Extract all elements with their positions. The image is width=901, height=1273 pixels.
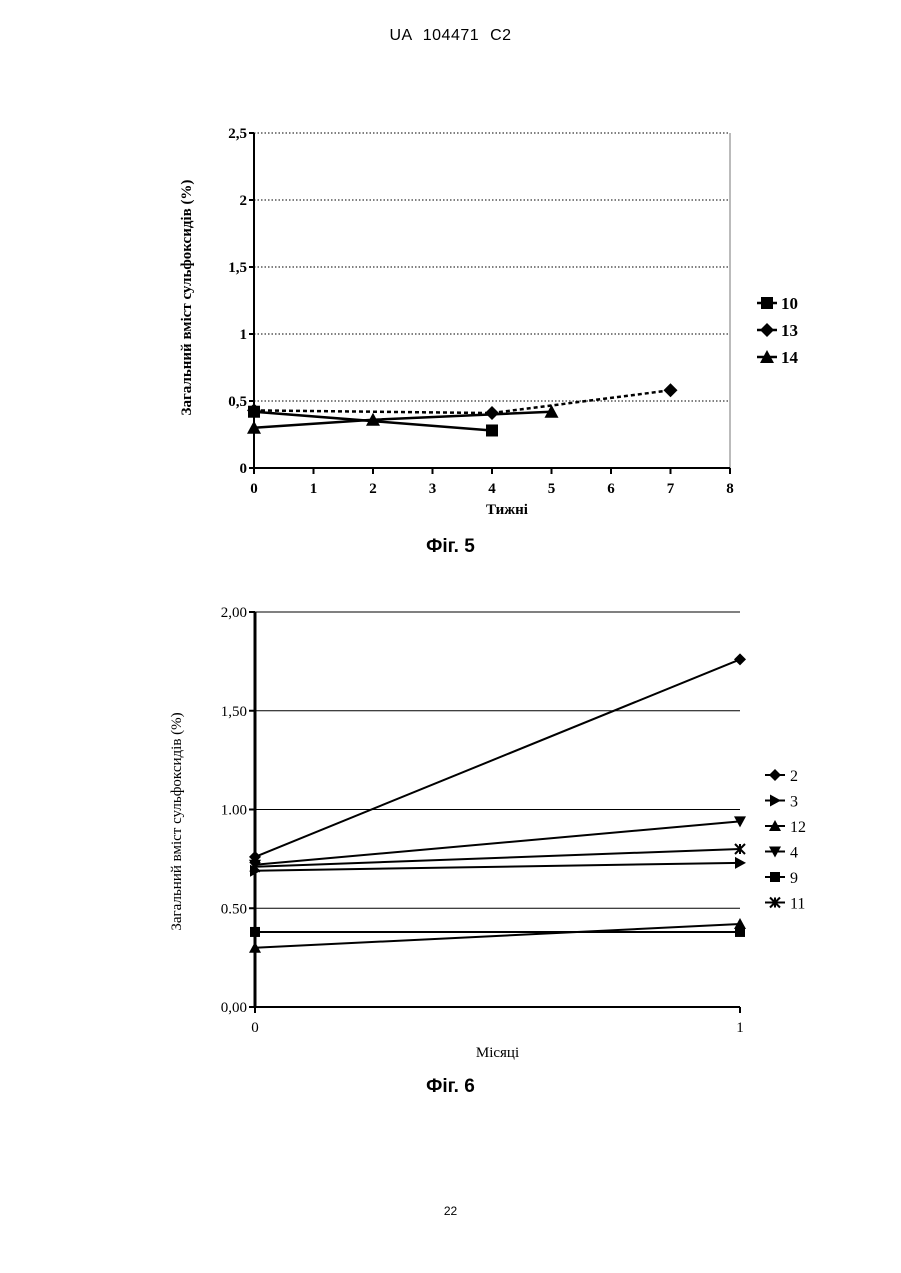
y-tick-label: 1,50 [221,704,247,720]
figure-6-caption: Фіг. 6 [0,1076,901,1098]
figure-6-chart: 0,00 0.50 1.00 1,50 2,00 0 1 Місяці Загальний вм… [0,0,901,1080]
legend-item-11: 11 [765,896,805,913]
legend-label: 11 [790,896,805,913]
legend-label: 9 [790,870,798,887]
legend-marker [770,795,781,807]
y-tick-label: 1.00 [221,803,247,819]
data-point [250,927,260,937]
y-axis-title: Загальний вміст сульфоксидів (%) [169,712,185,930]
x-tick-label: 1 [736,1020,744,1036]
legend-label: 2 [790,768,798,785]
series-line [255,924,740,948]
legend-item-3: 3 [765,794,798,811]
legend-label: 4 [790,845,798,862]
legend-item-9: 9 [765,870,798,887]
legend-item-2: 2 [765,768,798,785]
legend-label: 12 [790,819,806,836]
legend-marker [769,769,781,781]
x-tick-label: 0 [251,1020,259,1036]
y-tick-label: 2,00 [221,605,247,621]
series-2 [249,653,746,863]
data-point [734,653,746,665]
series-3 [250,857,746,877]
data-point [735,927,745,937]
data-point [735,857,746,869]
legend-item-12: 12 [765,819,806,836]
x-axis-title: Місяці [476,1045,519,1061]
legend-item-4: 4 [765,845,798,862]
series-4 [249,816,746,870]
legend-label: 3 [790,794,798,811]
y-tick-label: 0,00 [221,1000,247,1016]
page-number: 22 [0,1204,901,1218]
legend-marker [770,872,780,882]
series-12 [249,918,746,953]
y-tick-label: 0.50 [221,901,247,917]
